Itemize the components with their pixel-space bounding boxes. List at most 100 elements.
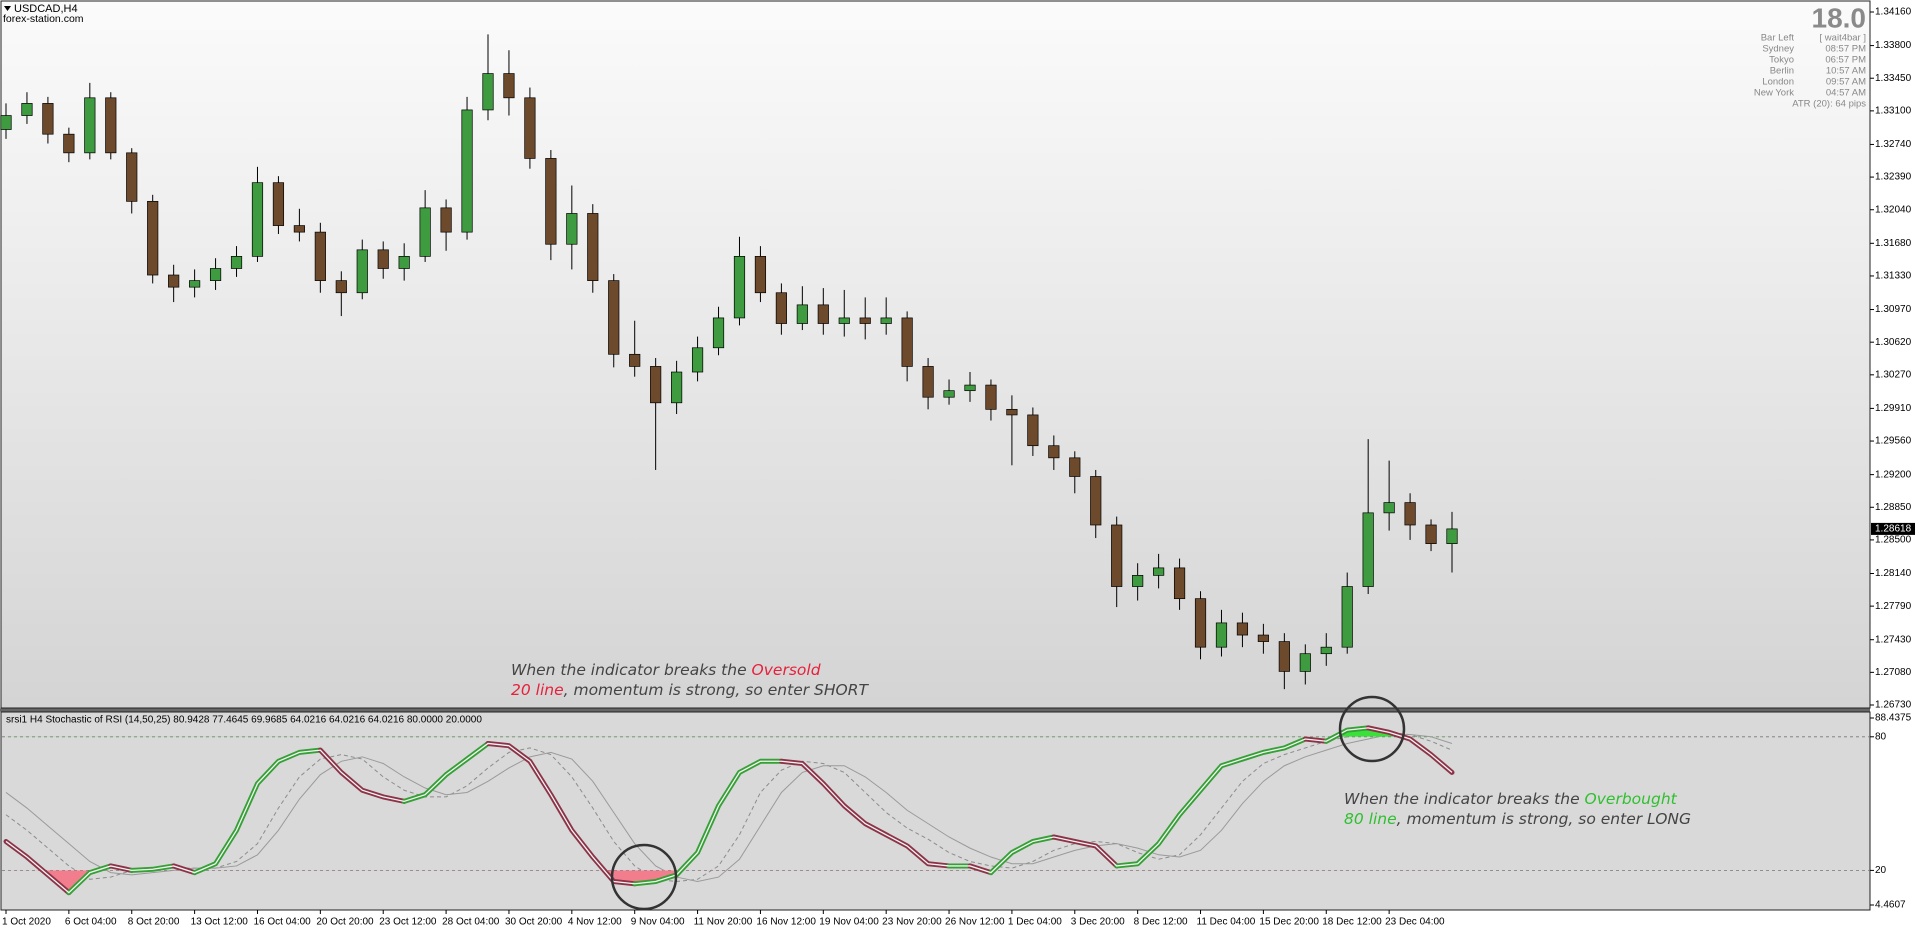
annotation-text: , momentum is strong, so enter SHORT bbox=[563, 681, 868, 699]
candle-body bbox=[922, 366, 934, 398]
y-tick-label: 80 bbox=[1875, 731, 1887, 742]
candle-body bbox=[691, 347, 704, 373]
info-label: Tokyo bbox=[1769, 55, 1794, 66]
info-label: Berlin bbox=[1770, 66, 1794, 77]
candle-body bbox=[964, 384, 976, 392]
y-tick-label: 1.29560 bbox=[1875, 436, 1912, 447]
candle-body bbox=[545, 158, 557, 245]
x-tick-label: 16 Nov 12:00 bbox=[756, 917, 816, 928]
annotation-line: When the indicator breaks the Oversold bbox=[511, 660, 868, 680]
candle-body bbox=[1215, 622, 1228, 648]
candle-body bbox=[377, 249, 389, 269]
candle-body bbox=[1278, 641, 1290, 672]
price-panel bbox=[0, 0, 1871, 709]
candle-body bbox=[880, 317, 892, 324]
countdown: 18.0 bbox=[1812, 2, 1867, 33]
candle-body bbox=[1425, 524, 1437, 544]
candle-body bbox=[901, 317, 913, 367]
candle-body bbox=[1446, 528, 1458, 544]
candle-body bbox=[712, 317, 725, 349]
x-tick-label: 4 Nov 12:00 bbox=[568, 917, 622, 928]
candle-body bbox=[251, 182, 264, 257]
signal-line bbox=[5, 731, 1453, 883]
candle-body bbox=[42, 103, 54, 135]
candle-body bbox=[272, 182, 285, 226]
candle-body bbox=[1111, 524, 1123, 587]
y-tick-label: 1.27430 bbox=[1875, 634, 1912, 645]
y-tick-label: 1.31680 bbox=[1875, 238, 1912, 249]
x-tick-label: 13 Oct 12:00 bbox=[191, 917, 249, 928]
candle-body bbox=[587, 213, 599, 281]
annotation: When the indicator breaks the Oversold 20… bbox=[511, 660, 868, 700]
candle-body bbox=[461, 109, 473, 233]
candle-body bbox=[503, 73, 515, 99]
x-tick-label: 1 Oct 2020 bbox=[2, 917, 51, 928]
y-tick-label: 1.32390 bbox=[1875, 172, 1912, 183]
y-tick-label: 1.27790 bbox=[1875, 601, 1912, 612]
candle-body bbox=[356, 249, 368, 294]
y-tick-label: 1.26730 bbox=[1875, 700, 1912, 711]
candle-body bbox=[671, 371, 683, 404]
x-tick-label: 8 Dec 12:00 bbox=[1134, 917, 1188, 928]
annotation-line: 80 line, momentum is strong, so enter LO… bbox=[1344, 809, 1691, 829]
x-tick-label: 6 Oct 04:00 bbox=[65, 917, 117, 928]
candle-body bbox=[1320, 646, 1332, 655]
x-tick-label: 23 Nov 20:00 bbox=[882, 917, 942, 928]
y-tick-label: 1.33100 bbox=[1875, 106, 1912, 117]
annotation-line: 20 line, momentum is strong, so enter SH… bbox=[511, 680, 868, 700]
watermark: forex-station.com bbox=[3, 13, 84, 25]
x-tick-label: 20 Oct 20:00 bbox=[316, 917, 374, 928]
candle-body bbox=[398, 256, 410, 269]
candle-body bbox=[1257, 634, 1269, 642]
y-tick-label: 1.28500 bbox=[1875, 535, 1912, 546]
y-tick-label: 1.28850 bbox=[1875, 502, 1912, 513]
candle-body bbox=[21, 103, 33, 116]
candle-body bbox=[859, 317, 871, 324]
candle-body bbox=[1006, 408, 1018, 416]
annotation-line: When the indicator breaks the Overbought bbox=[1344, 789, 1691, 809]
y-tick-label: 4.4607 bbox=[1875, 900, 1906, 911]
annotation-highlight: 80 line bbox=[1344, 810, 1397, 828]
x-tick-label: 28 Oct 04:00 bbox=[442, 917, 500, 928]
candle-body bbox=[629, 353, 641, 367]
candle-body bbox=[1299, 653, 1311, 672]
candle-body bbox=[1236, 622, 1249, 636]
stoch-rsi-core bbox=[5, 727, 1453, 894]
x-tick-label: 11 Dec 04:00 bbox=[1197, 917, 1256, 928]
annotation-text: When the indicator breaks the bbox=[511, 661, 752, 679]
candle-body bbox=[314, 231, 326, 281]
annotation-text: , momentum is strong, so enter LONG bbox=[1396, 810, 1692, 828]
x-tick-label: 9 Nov 04:00 bbox=[631, 917, 685, 928]
candle-body bbox=[1153, 567, 1165, 576]
candle-body bbox=[524, 97, 536, 159]
x-tick-label: 16 Oct 04:00 bbox=[253, 917, 311, 928]
info-label: Bar Left bbox=[1761, 33, 1795, 44]
highlight-circle bbox=[1338, 695, 1406, 763]
info-label: New York bbox=[1754, 88, 1794, 99]
x-tick-label: 3 Dec 20:00 bbox=[1071, 917, 1125, 928]
info-label: Sydney bbox=[1762, 44, 1794, 55]
y-tick-label: 1.34160 bbox=[1875, 7, 1912, 18]
info-value: 09:57 AM bbox=[1826, 77, 1866, 88]
last-price-label: 1.28618 bbox=[1875, 524, 1912, 535]
y-tick-label: 1.30620 bbox=[1875, 337, 1912, 348]
y-tick-label: 88.4375 bbox=[1875, 713, 1912, 724]
x-tick-label: 11 Nov 20:00 bbox=[694, 917, 753, 928]
candle-body bbox=[985, 384, 997, 410]
info-value: 10:57 AM bbox=[1826, 66, 1866, 77]
y-tick-label: 1.33800 bbox=[1875, 40, 1912, 51]
y-tick-label: 1.31330 bbox=[1875, 271, 1912, 282]
annotation-text: When the indicator breaks the bbox=[1344, 790, 1585, 808]
menu-triangle[interactable] bbox=[4, 6, 11, 11]
candle-body bbox=[293, 225, 305, 233]
info-label: London bbox=[1762, 77, 1794, 88]
candle-body bbox=[1048, 445, 1060, 459]
atr-info: ATR (20): 64 pips bbox=[1792, 99, 1866, 110]
candle-body bbox=[230, 256, 243, 269]
x-tick-label: 19 Nov 04:00 bbox=[819, 917, 879, 928]
y-tick-label: 1.32040 bbox=[1875, 204, 1912, 215]
indicator-title: srsi1 H4 Stochastic of RSI (14,50,25) 80… bbox=[6, 715, 482, 726]
